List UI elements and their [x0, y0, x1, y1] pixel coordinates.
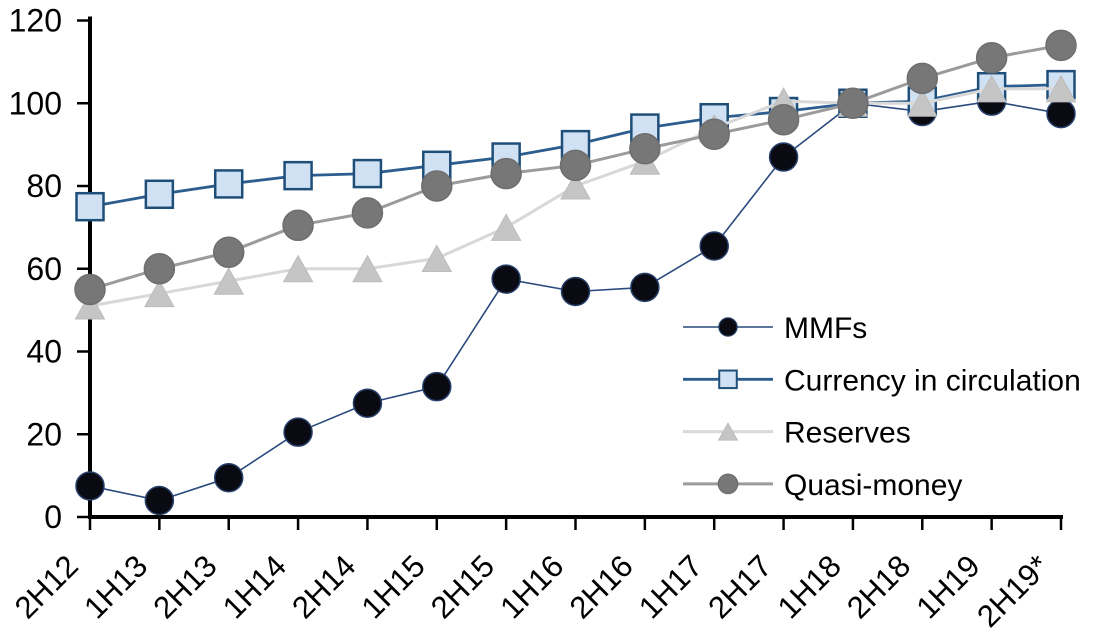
axes: 0204060801001202H121H132H131H142H141H152…: [8, 3, 1063, 634]
legend-item: Reserves: [683, 417, 911, 450]
data-point-marker: [491, 264, 521, 294]
data-point-marker: [144, 179, 175, 210]
data-point-marker: [837, 87, 869, 119]
data-point-marker: [75, 191, 105, 222]
legend-marker: [717, 422, 739, 441]
legend-item: Quasi-money: [683, 469, 962, 502]
data-point-marker: [490, 157, 522, 190]
data-point-marker: [630, 272, 660, 303]
x-tick-label: 1H16: [493, 548, 570, 625]
data-point-marker: [698, 118, 730, 151]
x-tick-label: 2H12: [8, 548, 85, 625]
data-point-marker: [1046, 98, 1076, 129]
data-point-marker: [975, 41, 1008, 74]
x-tick-label: 2H14: [285, 548, 362, 625]
data-point-marker: [351, 197, 384, 229]
series-mmfs: [75, 86, 1076, 516]
y-tick-label: 80: [26, 168, 62, 204]
data-point-marker: [976, 74, 1007, 103]
data-point-marker: [1045, 29, 1077, 62]
data-point-marker: [283, 417, 313, 447]
x-tick-label: 1H17: [632, 548, 709, 625]
legend-label: Currency in circulation: [784, 364, 1081, 397]
data-point-marker: [767, 104, 800, 136]
data-point-marker: [75, 471, 105, 501]
y-tick-label: 100: [9, 85, 62, 121]
data-point-marker: [352, 388, 383, 418]
x-tick-label: 1H15: [355, 548, 432, 625]
data-point-marker: [144, 279, 175, 308]
data-point-marker: [768, 142, 799, 172]
legend-label: Reserves: [784, 417, 911, 450]
legend-item: MMFs: [683, 312, 867, 345]
legend-marker: [717, 473, 739, 495]
data-point-marker: [212, 236, 245, 268]
legend-item: Currency in circulation: [683, 364, 1081, 397]
data-point-marker: [559, 149, 592, 182]
data-point-marker: [906, 62, 939, 95]
data-point-marker: [421, 170, 453, 202]
series-quasi-money: [74, 29, 1077, 306]
data-point-marker: [282, 254, 314, 283]
y-tick-label: 0: [44, 499, 62, 535]
data-point-marker: [560, 276, 591, 307]
data-point-marker: [1045, 74, 1077, 103]
legend-label: MMFs: [784, 312, 867, 345]
x-tick-label: 2H18: [840, 548, 917, 625]
data-point-marker: [213, 169, 244, 199]
legend-marker: [718, 317, 738, 337]
y-tick-label: 40: [26, 334, 62, 370]
series-reserves: [74, 74, 1077, 320]
data-point-marker: [906, 89, 938, 117]
data-point-marker: [421, 244, 453, 272]
data-point-marker: [629, 133, 661, 165]
x-tick-label: 1H13: [77, 548, 154, 625]
data-point-marker: [283, 160, 313, 191]
legend-marker: [718, 369, 738, 390]
data-point-marker: [74, 273, 106, 306]
x-tick-label: 1H14: [216, 548, 293, 625]
y-tick-label: 20: [26, 416, 62, 452]
data-point-marker: [213, 267, 245, 295]
data-point-marker: [490, 213, 522, 241]
y-tick-label: 60: [26, 251, 62, 287]
y-tick-label: 120: [9, 3, 62, 39]
data-point-marker: [560, 171, 591, 200]
data-point-marker: [699, 231, 729, 261]
data-point-marker: [74, 291, 106, 320]
legend: MMFs Currency in circulation Reserves Quasi…: [683, 312, 1081, 502]
x-tick-label: 2H16: [563, 548, 640, 625]
data-point-marker: [282, 209, 314, 242]
data-point-marker: [422, 371, 452, 402]
x-tick-label: 2H15: [424, 548, 501, 625]
x-tick-label: 2H17: [701, 548, 778, 625]
legend-label: Quasi-money: [784, 469, 962, 502]
x-tick-label: 2H19*: [970, 548, 1056, 634]
data-point-marker: [213, 462, 244, 493]
x-tick-label: 1H18: [771, 548, 848, 625]
data-point-marker: [352, 254, 383, 283]
x-tick-label: 2H13: [147, 548, 224, 625]
data-point-marker: [143, 253, 176, 285]
data-point-marker: [352, 158, 383, 189]
data-point-marker: [144, 485, 175, 516]
